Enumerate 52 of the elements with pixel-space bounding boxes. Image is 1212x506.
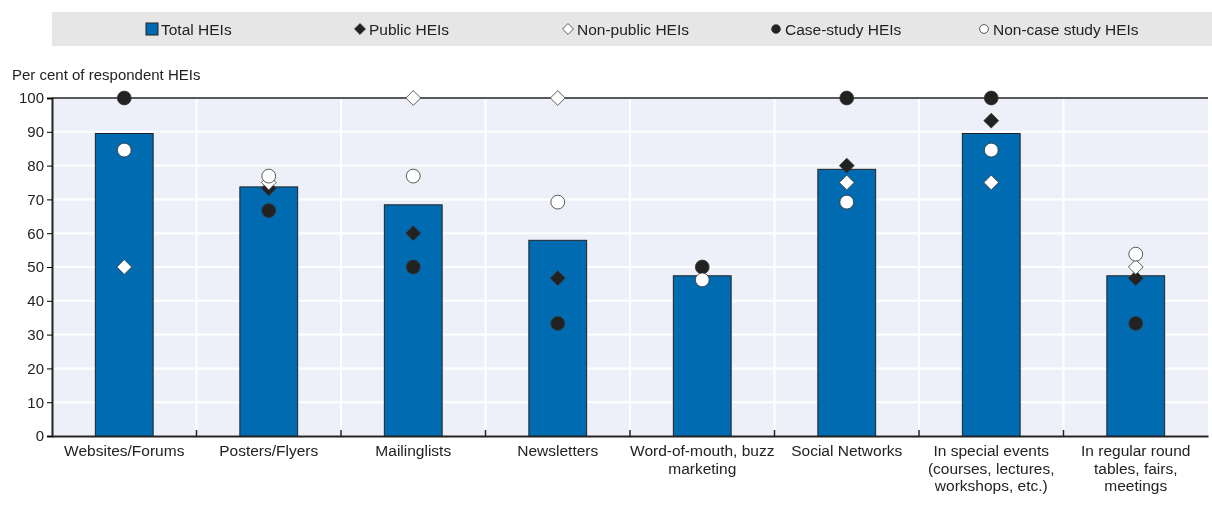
y-tick-label: 40 xyxy=(27,292,44,310)
x-tick-label: In regular round tables, fairs, meetings xyxy=(1081,442,1191,494)
y-tick-label: 90 xyxy=(27,123,44,141)
point xyxy=(1127,270,1144,286)
point xyxy=(983,90,999,106)
x-tick-label: Social Networks xyxy=(791,442,903,459)
point xyxy=(261,203,277,218)
x-tick-label: In special events (courses, lectures, workshops, etc.) xyxy=(927,442,1055,494)
point xyxy=(549,90,566,106)
point xyxy=(1128,316,1144,331)
point xyxy=(838,157,855,174)
x-tick-label: Posters/Flyers xyxy=(219,442,319,459)
x-tick-label: Mailinglists xyxy=(375,442,452,459)
point xyxy=(549,270,566,286)
x-tick-label: Websites/Forums xyxy=(64,442,185,459)
y-tick-label: 50 xyxy=(27,258,44,276)
x-tick-label: Word-of-mouth, buzz marketing xyxy=(630,442,775,477)
point xyxy=(116,142,132,158)
point xyxy=(694,259,710,275)
point xyxy=(261,168,277,184)
point xyxy=(550,316,566,331)
point xyxy=(405,259,421,275)
legend-label: Non-case study HEIs xyxy=(993,20,1139,38)
point xyxy=(405,90,422,106)
point xyxy=(694,272,710,288)
legend-label: Case-study HEIs xyxy=(785,20,902,38)
legend-label: Total HEIs xyxy=(161,20,232,38)
legend-label: Public HEIs xyxy=(369,20,450,38)
point xyxy=(839,194,855,210)
y-tick-label: 70 xyxy=(27,190,44,208)
point xyxy=(983,142,999,158)
point xyxy=(839,90,855,106)
point xyxy=(405,225,422,242)
y-tick-label: 0 xyxy=(35,427,44,445)
y-tick-label: 10 xyxy=(27,393,44,411)
x-tick-label: Newsletters xyxy=(517,442,599,459)
point xyxy=(983,174,1000,191)
point xyxy=(116,259,133,275)
point xyxy=(116,90,132,106)
y-tick-label: 20 xyxy=(27,359,44,377)
point xyxy=(1127,259,1144,275)
y-tick-label: 80 xyxy=(27,156,44,174)
y-tick-label: 100 xyxy=(18,89,44,107)
point xyxy=(405,168,421,184)
y-tick-label: 30 xyxy=(27,325,44,343)
point xyxy=(1128,246,1144,262)
point xyxy=(983,112,1000,129)
y-axis-title: Per cent of respondent HEIs xyxy=(12,66,201,83)
legend-label: Non-public HEIs xyxy=(577,20,690,38)
y-tick-label: 60 xyxy=(27,224,44,242)
point xyxy=(550,194,566,210)
point xyxy=(838,174,855,191)
